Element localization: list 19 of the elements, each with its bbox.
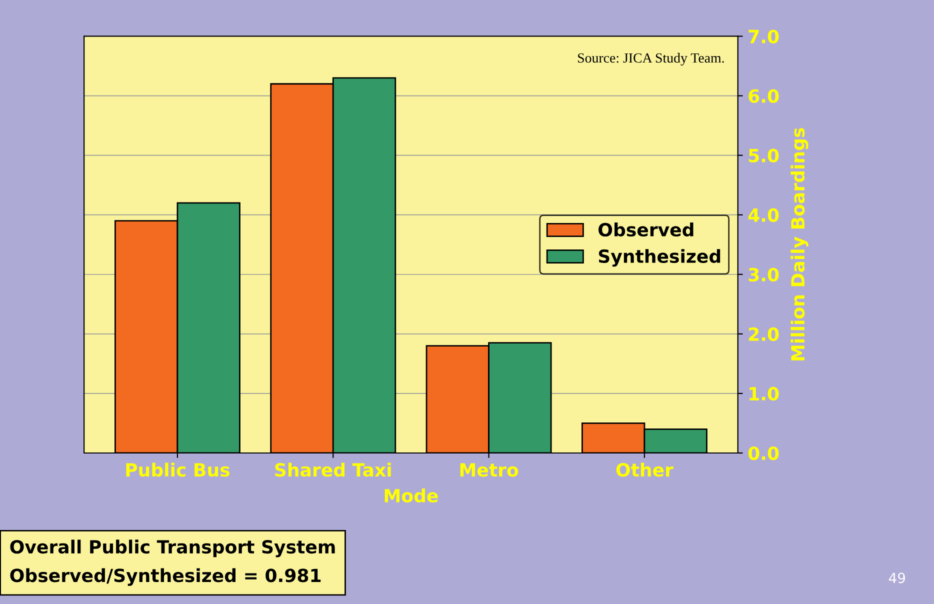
x-tick-label: Public Bus [126,462,230,477]
y-tick-label: 6.0 [748,89,779,103]
y-tick-label: 7.0 [748,30,779,44]
x-tick-label: Shared Taxi [275,462,391,477]
annotation: Source: JICA Study Team. [578,52,724,66]
y-tick-label: 2.0 [749,327,779,342]
text: Overall Public Transport System Observed/Synthesized = 0.981 [10,540,335,586]
y-axis-title: Million Daily Boardings [790,128,808,360]
x-axis-title: Mode [384,488,438,503]
x-tick-label: Other [616,462,674,477]
y-tick-label: 5.0 [748,148,779,162]
legend-label: Observed [598,222,694,237]
y-tick-label: 0.0 [748,446,779,460]
y-tick-label: 4.0 [748,208,779,222]
text: 49 [888,572,906,584]
x-tick-label: Metro [460,463,518,477]
y-tick-label: 1.0 [750,386,779,401]
legend-label: Synthesized [598,249,720,267]
y-tick-label: 3.0 [748,268,779,282]
